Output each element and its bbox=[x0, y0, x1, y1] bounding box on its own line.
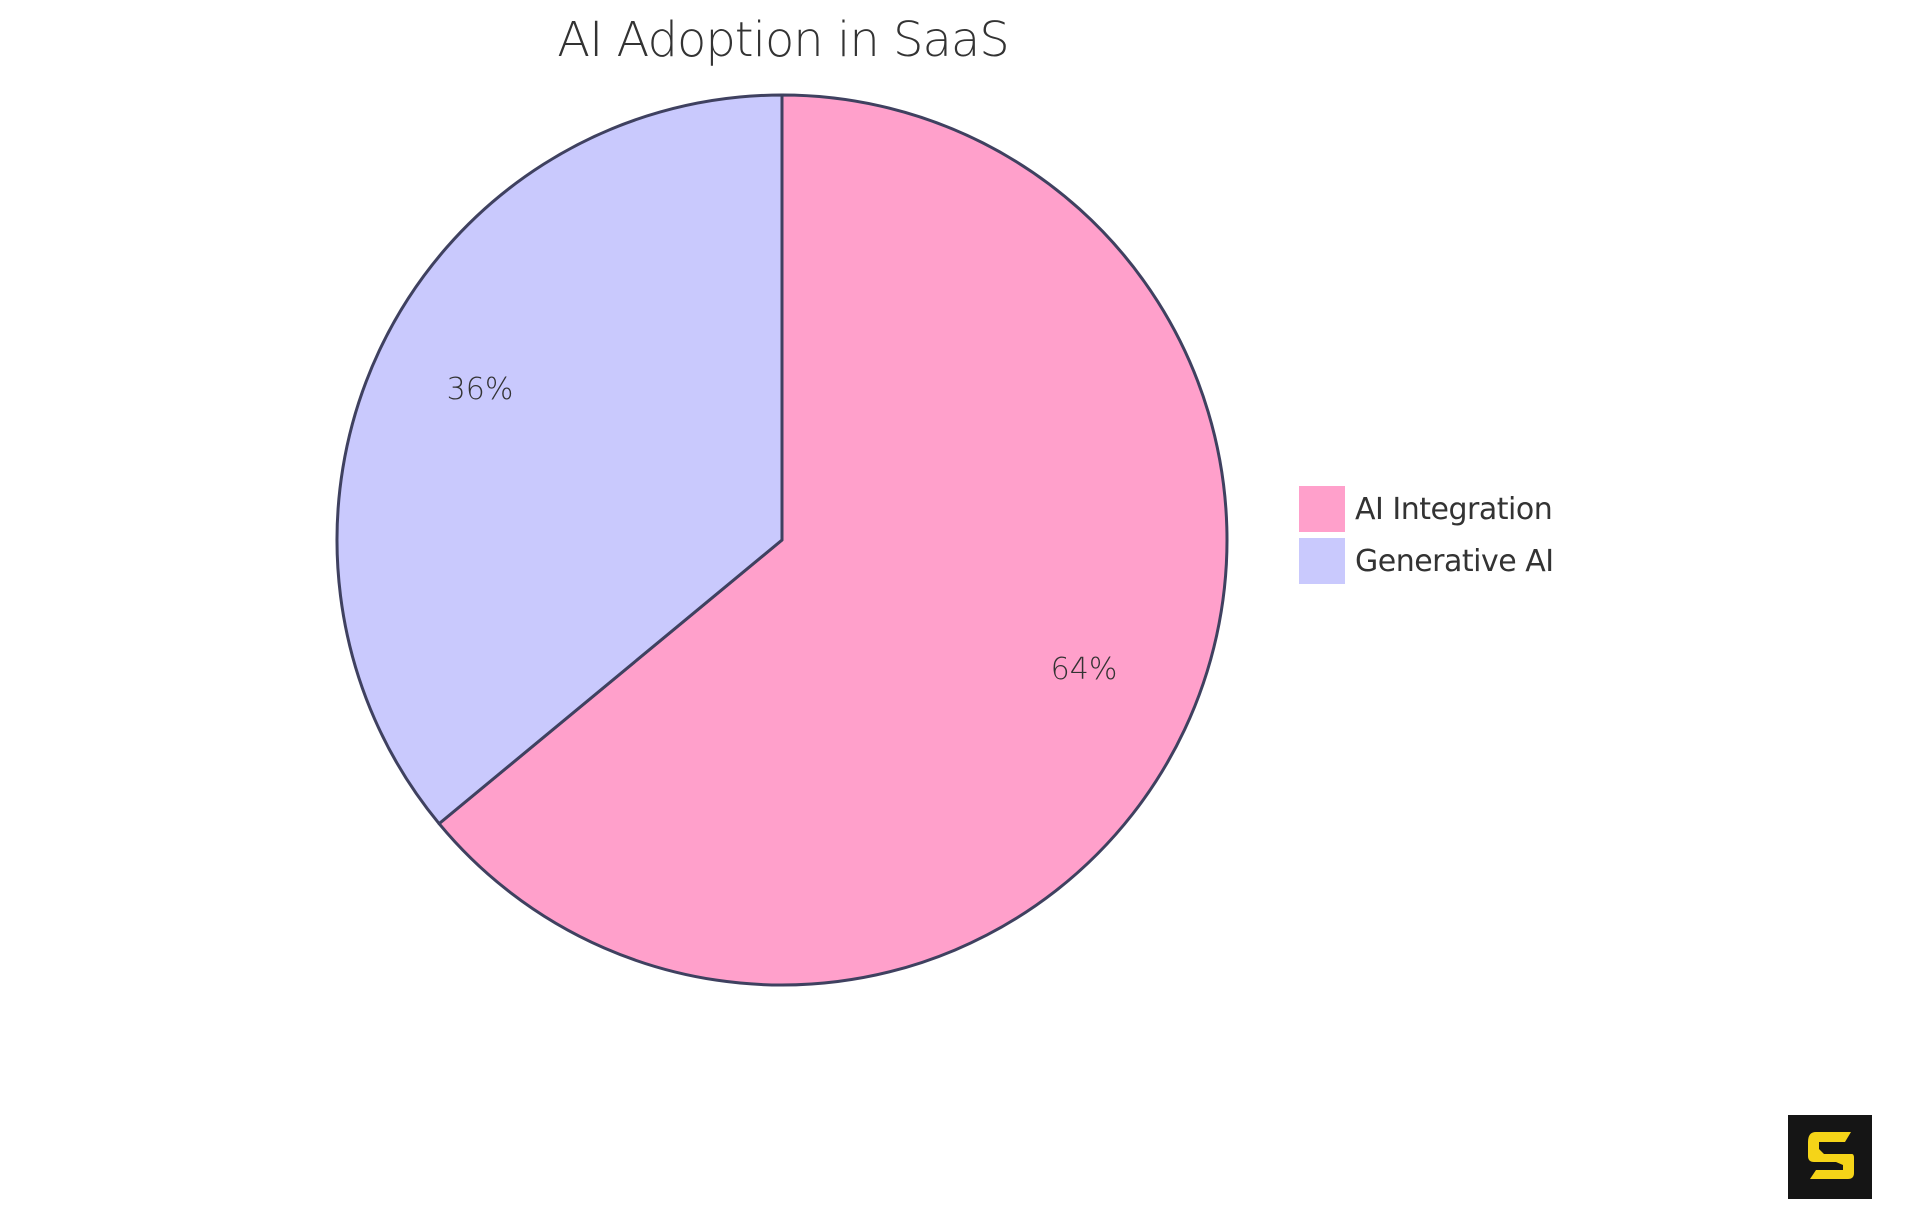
chart-title: AI Adoption in SaaS bbox=[557, 12, 1010, 68]
slice-label-generative-ai: 36% bbox=[447, 372, 514, 407]
pie-slices bbox=[335, 93, 1229, 987]
legend-label: Generative AI bbox=[1355, 543, 1554, 579]
pie-slice-ai-integration bbox=[437, 93, 1229, 987]
legend-item-ai-integration: AI Integration bbox=[1299, 486, 1554, 532]
legend-swatch-ai-integration bbox=[1299, 486, 1345, 532]
legend: AI Integration Generative AI bbox=[1299, 486, 1554, 590]
stylized-s-logo-icon bbox=[1808, 1132, 1854, 1179]
legend-swatch-generative-ai bbox=[1299, 538, 1345, 584]
slice-label-ai-integration: 64% bbox=[1051, 652, 1118, 687]
brand-logo bbox=[1788, 1115, 1872, 1199]
legend-item-generative-ai: Generative AI bbox=[1299, 538, 1554, 584]
legend-label: AI Integration bbox=[1355, 491, 1553, 527]
pie-slice-generative-ai bbox=[335, 93, 784, 826]
